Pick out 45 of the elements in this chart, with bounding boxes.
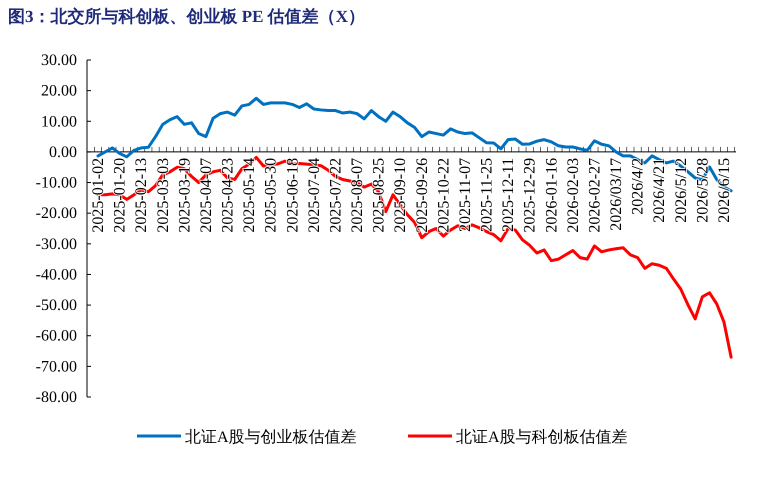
- y-tick-label: 10.00: [41, 113, 77, 130]
- x-tick-label: 2025-05-14: [241, 158, 258, 233]
- chart-title: 图3：北交所与科创板、创业板 PE 估值差（X）: [8, 7, 365, 26]
- x-tick-label: 2026/5/28: [694, 158, 712, 223]
- x-tick-label: 2025-09-10: [392, 158, 410, 233]
- x-tick-label: 2025-08-25: [370, 158, 388, 233]
- legend-label: 北证A股与创业板估值差: [185, 428, 357, 446]
- y-tick-label: 0.00: [49, 144, 77, 161]
- x-tick-label: 2025-07-22: [327, 158, 344, 233]
- x-tick-label: 2026/4/2: [630, 158, 647, 215]
- x-tick-label: 2025-01-02: [90, 158, 107, 233]
- x-tick-label: 2025-04-07: [198, 158, 215, 233]
- x-tick-label: 2026/4/21: [651, 158, 668, 223]
- x-tick-label: 2025-12-29: [522, 158, 539, 233]
- x-tick-label: 2025-07-04: [306, 158, 323, 233]
- y-tick-label: -30.00: [36, 236, 77, 253]
- x-tick-label: 2025-11-07: [456, 158, 474, 232]
- x-tick-label: 2026-02-27: [586, 158, 604, 233]
- y-tick-label: -10.00: [36, 174, 77, 192]
- x-tick-label: 2025-11-25: [478, 158, 496, 232]
- x-tick-label: 2025-03-03: [154, 158, 172, 233]
- legend-label: 北证A股与科创板估值差: [456, 428, 628, 446]
- x-tick-label: 2026/5/12: [672, 158, 690, 223]
- x-tick-label: 2026-02-03: [564, 158, 582, 233]
- x-tick-label: 2025-04-23: [220, 158, 236, 233]
- y-tick-label: -60.00: [36, 328, 77, 345]
- x-tick-label: 2026-01-16: [543, 158, 560, 233]
- x-tick-label: 2025-12-11: [500, 158, 518, 232]
- y-tick-label: -80.00: [36, 389, 77, 406]
- x-tick-label: 2025-05-30: [262, 158, 280, 233]
- x-tick-label: 2025-06-18: [284, 158, 302, 233]
- y-tick-label: -40.00: [36, 266, 77, 284]
- x-tick-label: 2025-01-20: [112, 158, 129, 233]
- y-tick-label: 30.00: [41, 52, 77, 69]
- x-tick-label: 2025-08-07: [349, 158, 366, 233]
- x-tick-label: 2025-10-22: [435, 158, 452, 233]
- x-tick-label: 2025-02-13: [133, 158, 150, 233]
- x-tick-label: 2026/03/17: [608, 158, 626, 231]
- y-tick-label: -20.00: [36, 205, 77, 222]
- x-tick-label: 2025-09-26: [414, 158, 431, 233]
- y-tick-label: 20.00: [41, 82, 77, 100]
- x-tick-label: 2025-03-19: [176, 158, 194, 233]
- x-tick-label: 2026/6/15: [716, 158, 733, 223]
- y-tick-label: -70.00: [36, 358, 77, 376]
- y-tick-label: -50.00: [36, 297, 77, 314]
